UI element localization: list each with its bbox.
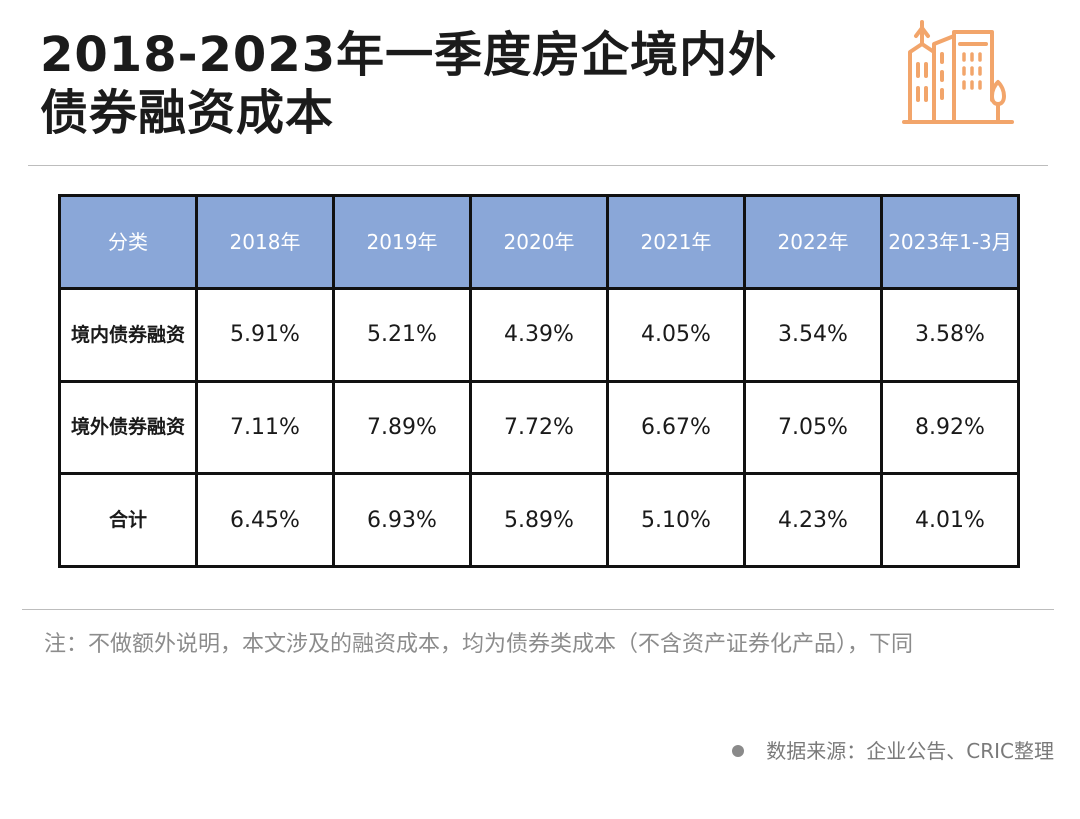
header-row: 分类 2018年 2019年 2020年 2021年 2022年 2023年1-… [58,194,1020,290]
table-row: 境内债券融资 5.91% 5.21% 4.39% 4.05% 3.54% 3.5… [58,286,1020,383]
value-cell: 3.58% [880,286,1020,383]
value-cell: 6.67% [606,379,746,476]
row-label: 境外债券融资 [58,379,198,476]
header-cell: 2020年 [469,194,609,290]
value-cell: 4.05% [606,286,746,383]
value-cell: 7.72% [469,379,609,476]
value-cell: 4.39% [469,286,609,383]
value-cell: 4.23% [743,472,883,568]
row-label: 境内债券融资 [58,286,198,383]
header-cell: 2018年 [195,194,335,290]
value-cell: 8.92% [880,379,1020,476]
header-cell: 2019年 [332,194,472,290]
chart-title: 2018-2023年一季度房企境内外 债券融资成本 [40,26,860,142]
header-cell: 2023年1-3月 [880,194,1020,290]
city-buildings-icon [902,20,1014,124]
value-cell: 7.11% [195,379,335,476]
value-cell: 5.89% [469,472,609,568]
footnote: 注：不做额外说明，本文涉及的融资成本，均为债券类成本（不含资产证券化产品），下同 [44,632,914,657]
header-cell: 2022年 [743,194,883,290]
dot-icon [732,744,745,757]
title-line-2: 债券融资成本 [40,85,335,141]
value-cell: 6.93% [332,472,472,568]
value-cell: 7.05% [743,379,883,476]
table-row: 境外债券融资 7.11% 7.89% 7.72% 6.67% 7.05% 8.9… [58,379,1020,476]
header-cell: 2021年 [606,194,746,290]
value-cell: 5.91% [195,286,335,383]
title-divider [28,165,1048,166]
value-cell: 4.01% [880,472,1020,568]
value-cell: 5.21% [332,286,472,383]
value-cell: 3.54% [743,286,883,383]
note-divider [22,609,1054,610]
source-text: 数据来源：企业公告、CRIC整理 [766,739,1054,763]
row-label: 合计 [58,472,198,568]
table-row: 合计 6.45% 6.93% 5.89% 5.10% 4.23% 4.01% [58,472,1020,568]
title-line-1: 2018-2023年一季度房企境内外 [40,27,778,83]
data-table: 分类 2018年 2019年 2020年 2021年 2022年 2023年1-… [58,194,1020,568]
source-line: 数据来源：企业公告、CRIC整理 [732,735,1054,764]
value-cell: 6.45% [195,472,335,568]
value-cell: 5.10% [606,472,746,568]
header-cell: 分类 [58,194,198,290]
value-cell: 7.89% [332,379,472,476]
